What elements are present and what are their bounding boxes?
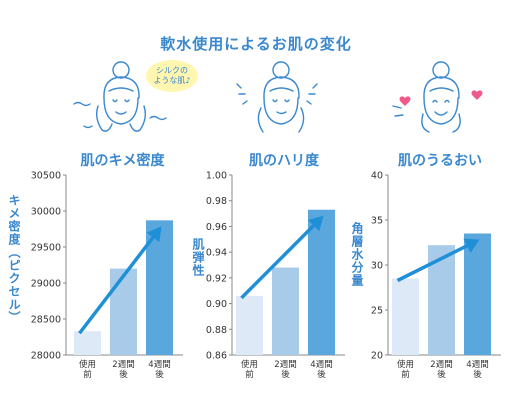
girl-holding-cheeks-illustration	[236, 61, 318, 133]
x-category-label: 2週間後	[430, 360, 452, 380]
y-tick-label: 30000	[31, 207, 61, 218]
x-category-label: 使用前	[241, 359, 258, 380]
y-tick-label: 30500	[31, 171, 61, 182]
heart-icon	[399, 96, 411, 106]
y-tick-label: 0.96	[206, 222, 227, 233]
x-category-label: 2週間後	[274, 360, 296, 380]
trend-arrow	[78, 226, 162, 335]
chart-panel-firmness: 肌のハリ度 肌弾性 0.86 0.88 0.90 0.92 0.94 0.96 0.98 1.…	[180, 150, 345, 410]
y-tick-label: 35	[371, 216, 383, 227]
y-tick-label: 1.00	[206, 171, 227, 182]
speech-bubble-text: シルクのような肌♪	[153, 66, 190, 85]
heart-icon	[471, 90, 483, 100]
y-axis-label: 肌弾性	[191, 238, 205, 277]
y-tick-label: 20	[371, 351, 383, 362]
bar-chart-firmness: 0.86 0.88 0.90 0.92 0.94 0.96 0.98 1.00 使用前 2週間後 4…	[206, 171, 345, 380]
x-category-label: 2週間後	[112, 360, 134, 380]
x-category-label: 4週間後	[148, 360, 170, 380]
smiling-girl-with-hearts-illustration	[392, 61, 483, 133]
y-tick-label: 0.94	[206, 248, 227, 259]
y-tick-label: 28000	[31, 351, 61, 362]
girl-with-hands-on-cheeks-illustration: シルクのような肌♪	[73, 60, 198, 132]
bar-chart-texture: 28000 28500 29000 29500 30000 30500 使用前 2週間後 4週間…	[31, 171, 183, 380]
y-tick-label: 28500	[31, 315, 61, 326]
y-tick-label: 0.98	[206, 196, 227, 207]
bar	[392, 278, 419, 355]
y-tick-label: 0.88	[206, 325, 227, 336]
chart-panel-texture: 肌のキメ密度 キメ密度（ピクセル） 28000 28500 29000 29500 30…	[0, 150, 183, 410]
chart-title: 肌のキメ密度	[80, 153, 165, 169]
bar	[272, 267, 299, 355]
page-title: 軟水使用によるお肌の変化	[160, 35, 352, 53]
y-tick-label: 0.90	[206, 299, 227, 310]
y-tick-label: 25	[371, 306, 383, 317]
bar	[236, 295, 263, 355]
y-axis-label: キメ密度（ピクセル）	[7, 194, 21, 324]
y-tick-label: 29500	[31, 243, 61, 254]
bar	[464, 233, 491, 355]
bar	[308, 209, 335, 355]
y-tick-label: 0.86	[206, 351, 227, 362]
y-axis-label: 角層水分量	[350, 222, 364, 287]
x-category-label: 使用前	[79, 359, 96, 380]
y-tick-label: 30	[371, 261, 383, 272]
bar-chart-moisture: 20 25 30 35 40 使用前 2週間後 4週間後	[371, 171, 501, 380]
y-tick-label: 40	[371, 171, 383, 182]
y-tick-label: 29000	[31, 279, 61, 290]
speech-bubble	[146, 60, 198, 92]
chart-title: 肌のハリ度	[249, 153, 319, 169]
bar	[74, 331, 101, 355]
y-tick-label: 0.92	[206, 273, 227, 284]
x-category-label: 使用前	[397, 359, 414, 380]
x-category-label: 4週間後	[466, 360, 488, 380]
bar	[110, 268, 137, 355]
chart-title: 肌のうるおい	[398, 153, 482, 169]
x-category-label: 4週間後	[310, 360, 332, 380]
trend-arrow	[240, 215, 324, 300]
chart-panel-moisture: 肌のうるおい 角層水分量 20 25 30 35 40 使用前 2週間後 4週間後	[345, 150, 512, 410]
trend-arrow	[396, 238, 480, 283]
